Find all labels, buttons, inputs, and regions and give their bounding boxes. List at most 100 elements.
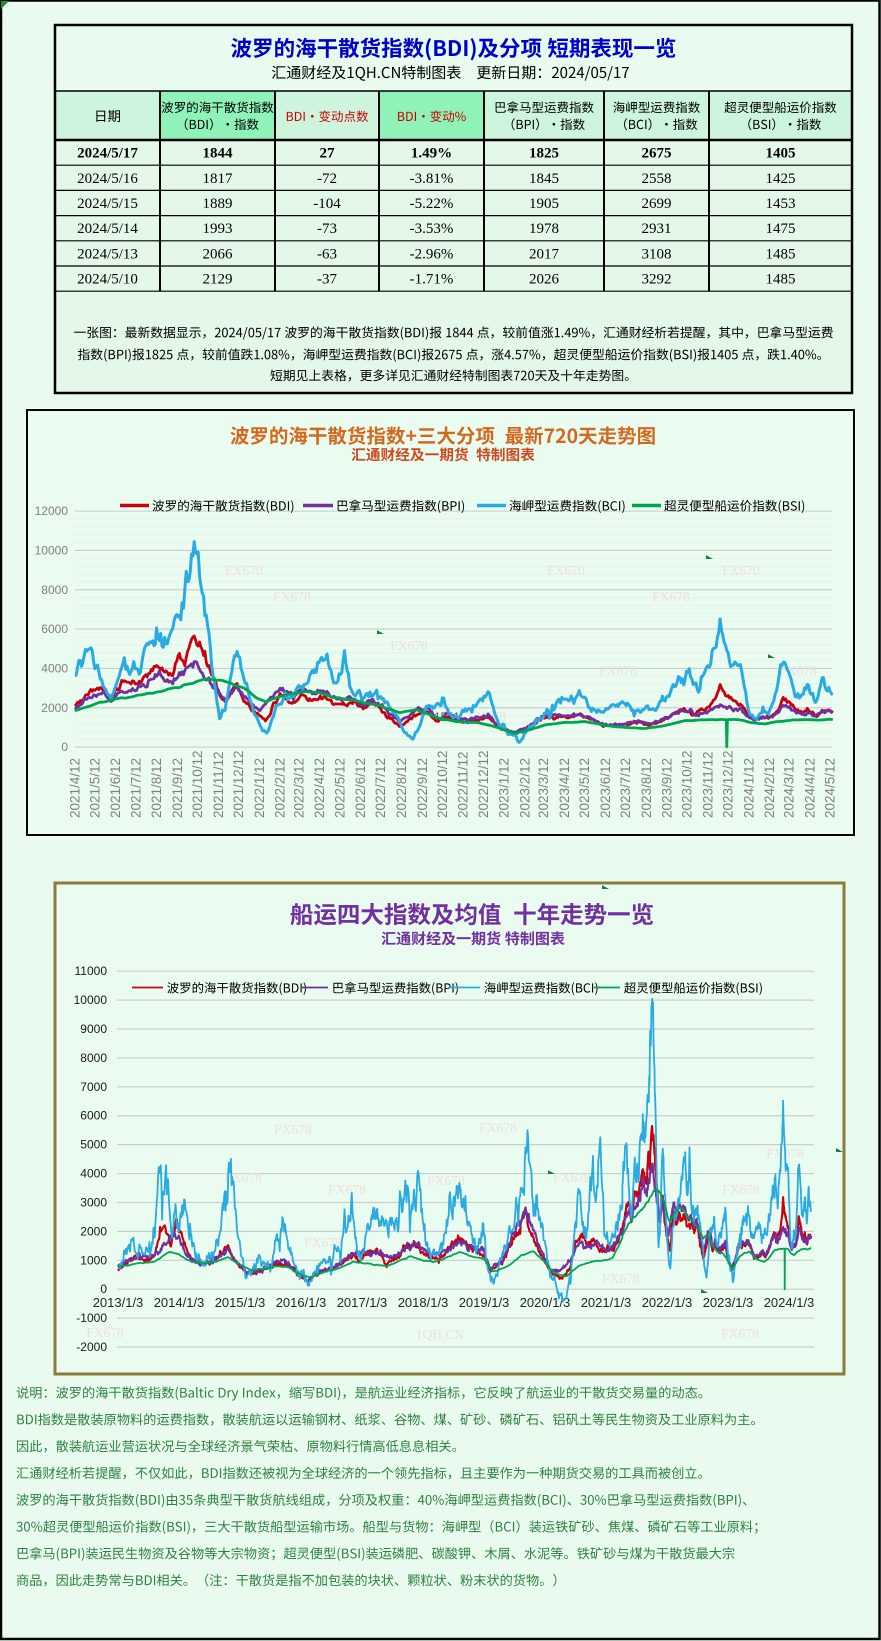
svg-text:2019/1/3: 2019/1/3 (459, 1295, 510, 1310)
svg-text:FX678: FX678 (599, 663, 637, 678)
svg-text:2023/2/12: 2023/2/12 (517, 758, 532, 818)
svg-text:0: 0 (100, 1282, 107, 1296)
svg-text:-5.22%: -5.22% (410, 196, 454, 212)
svg-text:2022/11/12: 2022/11/12 (456, 751, 471, 818)
svg-text:2024/5/14: 2024/5/14 (77, 221, 138, 237)
svg-text:2000: 2000 (80, 1224, 107, 1238)
svg-text:2022/3/12: 2022/3/12 (291, 758, 306, 818)
svg-text:2558: 2558 (642, 171, 672, 187)
svg-text:2021/10/12: 2021/10/12 (190, 750, 205, 818)
svg-text:-72: -72 (317, 171, 337, 187)
svg-text:2022/1/12: 2022/1/12 (252, 758, 267, 818)
svg-text:1993: 1993 (203, 221, 233, 237)
svg-text:1905: 1905 (529, 196, 559, 212)
svg-text:2699: 2699 (642, 196, 672, 212)
svg-text:4000: 4000 (41, 661, 68, 675)
svg-text:1825: 1825 (529, 146, 559, 162)
svg-text:1889: 1889 (203, 196, 233, 212)
svg-text:2024/5/16: 2024/5/16 (77, 171, 138, 187)
svg-text:1844: 1844 (203, 146, 234, 162)
svg-text:2014/1/3: 2014/1/3 (154, 1295, 205, 1310)
svg-text:3000: 3000 (80, 1195, 107, 1209)
svg-text:1.49%: 1.49% (411, 146, 452, 162)
svg-text:FX678: FX678 (273, 589, 311, 604)
svg-text:7000: 7000 (80, 1080, 107, 1094)
svg-text:1405: 1405 (766, 146, 796, 162)
svg-text:-1000: -1000 (76, 1311, 107, 1325)
svg-text:-63: -63 (317, 246, 337, 262)
svg-text:2021/6/12: 2021/6/12 (108, 758, 123, 818)
svg-text:1485: 1485 (766, 246, 796, 262)
svg-text:2021/7/12: 2021/7/12 (128, 758, 143, 818)
svg-text:-3.53%: -3.53% (410, 221, 454, 237)
svg-text:FX678: FX678 (328, 1182, 366, 1197)
svg-text:2015/1/3: 2015/1/3 (215, 1295, 266, 1310)
svg-text:2021/8/12: 2021/8/12 (149, 758, 164, 818)
svg-text:27: 27 (320, 146, 336, 162)
svg-text:FX678: FX678 (390, 638, 428, 653)
svg-text:2022/12/12: 2022/12/12 (476, 750, 491, 818)
svg-text:3292: 3292 (642, 272, 672, 288)
svg-text:3108: 3108 (642, 246, 672, 262)
svg-text:2024/1/12: 2024/1/12 (741, 758, 756, 818)
svg-text:1817: 1817 (203, 171, 234, 187)
svg-text:FX678: FX678 (602, 1271, 640, 1286)
svg-text:2021/1/3: 2021/1/3 (581, 1295, 632, 1310)
svg-text:2021/12/12: 2021/12/12 (231, 750, 246, 818)
svg-text:1475: 1475 (766, 221, 796, 237)
svg-text:2024/1/3: 2024/1/3 (764, 1295, 815, 1310)
svg-text:2022/8/12: 2022/8/12 (394, 758, 409, 818)
svg-text:-73: -73 (317, 221, 337, 237)
svg-text:0: 0 (61, 740, 68, 754)
svg-text:11000: 11000 (75, 964, 108, 978)
svg-text:2023/6/12: 2023/6/12 (598, 758, 613, 818)
svg-text:FX678: FX678 (652, 589, 690, 604)
svg-text:-1.71%: -1.71% (410, 272, 454, 288)
svg-text:2129: 2129 (203, 272, 233, 288)
svg-text:2021/5/12: 2021/5/12 (87, 758, 102, 818)
svg-text:6000: 6000 (41, 622, 68, 636)
svg-text:2013/1/3: 2013/1/3 (93, 1295, 144, 1310)
svg-text:2017/1/3: 2017/1/3 (337, 1295, 388, 1310)
svg-text:2066: 2066 (203, 246, 234, 262)
svg-text:8000: 8000 (80, 1051, 107, 1065)
svg-text:2018/1/3: 2018/1/3 (398, 1295, 449, 1310)
svg-text:10000: 10000 (35, 543, 69, 557)
svg-text:FX670: FX670 (225, 563, 263, 578)
svg-text:2023/9/12: 2023/9/12 (660, 758, 675, 818)
svg-text:1000: 1000 (80, 1253, 107, 1267)
svg-text:2024/5/13: 2024/5/13 (77, 246, 138, 262)
svg-text:2022/2/12: 2022/2/12 (273, 758, 288, 818)
svg-text:1845: 1845 (529, 171, 559, 187)
svg-text:2023/8/12: 2023/8/12 (639, 758, 654, 818)
svg-text:2022/1/3: 2022/1/3 (642, 1295, 693, 1310)
svg-text:4000: 4000 (80, 1167, 107, 1181)
svg-text:2021/9/12: 2021/9/12 (170, 758, 185, 818)
svg-text:2022/9/12: 2022/9/12 (415, 758, 430, 818)
svg-text:1453: 1453 (766, 196, 796, 212)
svg-text:FX678: FX678 (721, 1326, 759, 1341)
svg-text:-37: -37 (317, 272, 337, 288)
svg-text:2023/5/12: 2023/5/12 (577, 758, 592, 818)
svg-text:1485: 1485 (766, 272, 796, 288)
svg-text:FX678: FX678 (304, 1235, 342, 1250)
svg-text:FX678: FX678 (479, 1120, 517, 1135)
svg-text:FX678: FX678 (553, 1170, 591, 1185)
svg-text:2022/4/12: 2022/4/12 (312, 758, 327, 818)
svg-text:FX670: FX670 (547, 563, 585, 578)
svg-text:2023/10/12: 2023/10/12 (680, 750, 695, 818)
svg-text:2000: 2000 (41, 701, 68, 715)
svg-text:2024/5/15: 2024/5/15 (77, 196, 138, 212)
svg-text:-3.81%: -3.81% (410, 171, 454, 187)
svg-text:8000: 8000 (41, 583, 68, 597)
svg-text:2024/5/12: 2024/5/12 (823, 758, 838, 818)
svg-text:FX678: FX678 (274, 1122, 312, 1137)
svg-text:FX678: FX678 (86, 1325, 124, 1340)
svg-text:2026: 2026 (529, 272, 560, 288)
svg-text:2021/11/12: 2021/11/12 (211, 751, 226, 818)
svg-text:FX678: FX678 (722, 1182, 760, 1197)
svg-text:9000: 9000 (80, 1022, 107, 1036)
svg-text:2017: 2017 (529, 246, 560, 262)
svg-text:2016/1/3: 2016/1/3 (276, 1295, 327, 1310)
svg-text:2024/5/10: 2024/5/10 (77, 272, 138, 288)
